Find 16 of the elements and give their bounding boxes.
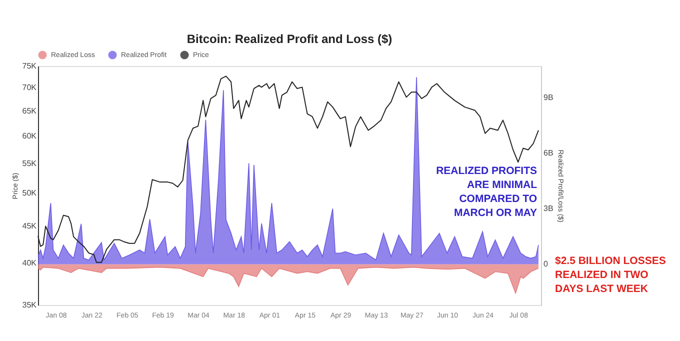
y2-tick-label: 9B	[544, 92, 554, 102]
y-tick-label: 70K	[22, 83, 38, 92]
y-tick-label: 55K	[22, 158, 38, 168]
y-tick-label: 75K	[22, 62, 38, 70]
y2-tick-label: 6B	[544, 148, 554, 158]
annotation: REALIZED PROFITS ARE MINIMAL COMPARED TO MARCH OR MAY	[436, 165, 538, 219]
y-tick-label: 35K	[22, 300, 38, 310]
y-tick-label: 50K	[22, 188, 38, 198]
y2-tick-label: 3B	[544, 204, 554, 214]
y2-tick-label: 0	[544, 260, 548, 269]
text: $2.5 BILLION LOSSES REALIZED IN TWO DAYS LAST WEEK	[555, 255, 666, 295]
y-tick-label: 65K	[22, 106, 38, 116]
y-tick-label: 40K	[22, 258, 38, 268]
y-tick-label: 60K	[22, 131, 38, 140]
chart-title: Bitcoin: Realized Profit and Loss ($)	[186, 32, 392, 46]
y-tick-label: 45K	[22, 222, 38, 231]
